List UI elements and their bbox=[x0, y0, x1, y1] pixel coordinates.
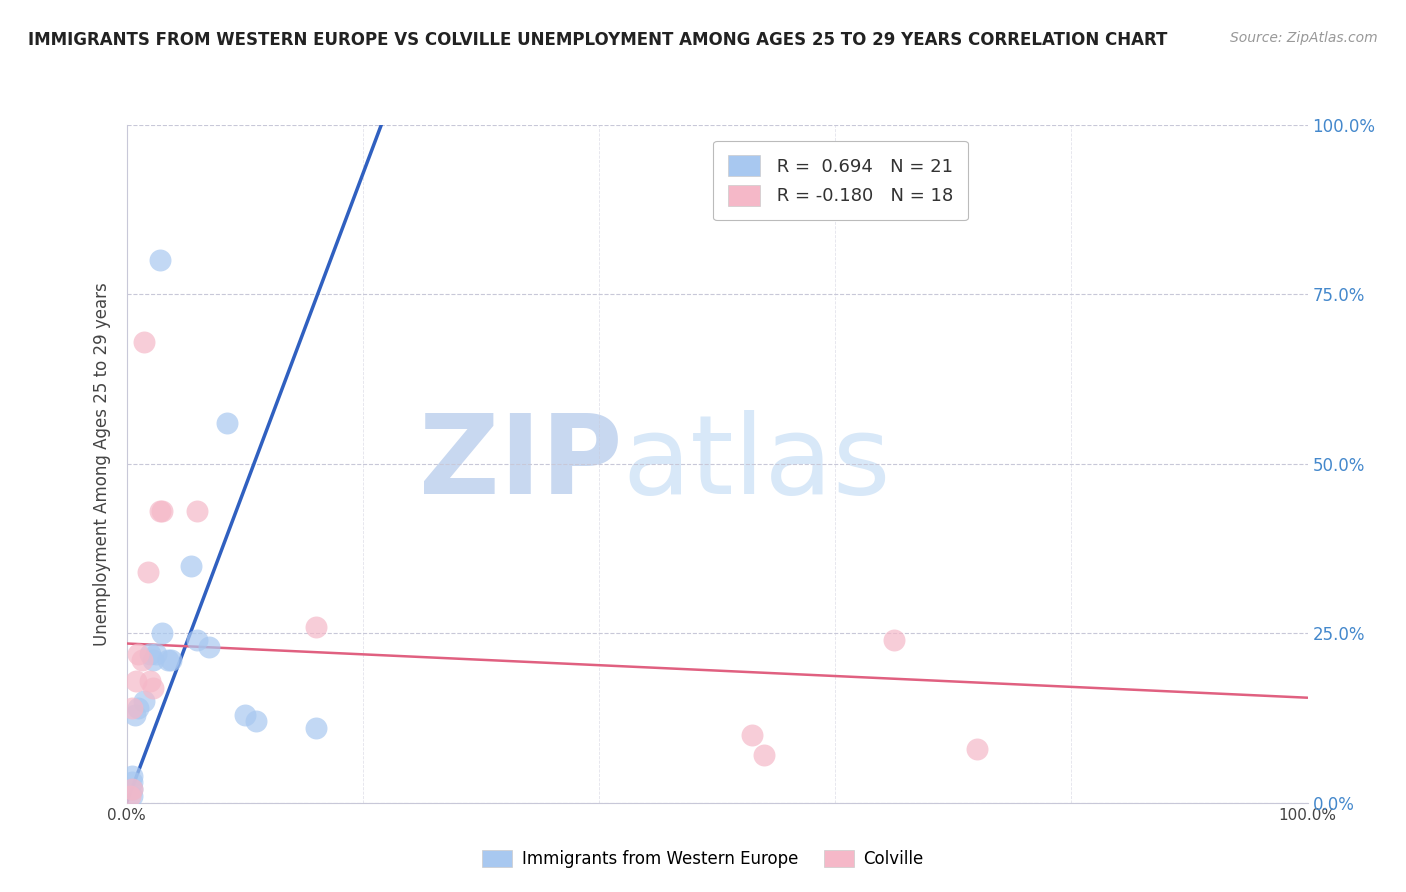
Point bbox=[741, 728, 763, 742]
Point bbox=[150, 626, 173, 640]
Point bbox=[120, 789, 142, 803]
Point bbox=[186, 504, 208, 518]
Point bbox=[121, 789, 143, 803]
Point bbox=[186, 633, 208, 648]
Point bbox=[131, 653, 153, 667]
Legend:  R =  0.694   N = 21,  R = -0.180   N = 18: R = 0.694 N = 21, R = -0.180 N = 18 bbox=[713, 141, 967, 220]
Point bbox=[215, 416, 238, 430]
Point bbox=[198, 640, 221, 654]
Point bbox=[134, 694, 156, 708]
Point bbox=[139, 647, 162, 661]
Point bbox=[124, 707, 146, 722]
Point bbox=[233, 707, 256, 722]
Point bbox=[121, 782, 143, 797]
Point bbox=[121, 769, 143, 783]
Point bbox=[127, 701, 149, 715]
Point bbox=[180, 558, 202, 573]
Text: IMMIGRANTS FROM WESTERN EUROPE VS COLVILLE UNEMPLOYMENT AMONG AGES 25 TO 29 YEAR: IMMIGRANTS FROM WESTERN EUROPE VS COLVIL… bbox=[28, 31, 1167, 49]
Point bbox=[156, 653, 179, 667]
Point bbox=[245, 714, 267, 729]
Point bbox=[141, 653, 163, 667]
Point bbox=[754, 748, 776, 763]
Point bbox=[304, 721, 326, 735]
Point bbox=[304, 619, 326, 633]
Point bbox=[145, 647, 167, 661]
Point bbox=[150, 504, 173, 518]
Point bbox=[136, 566, 159, 580]
Y-axis label: Unemployment Among Ages 25 to 29 years: Unemployment Among Ages 25 to 29 years bbox=[93, 282, 111, 646]
Point bbox=[966, 741, 988, 756]
Point bbox=[121, 701, 143, 715]
Point bbox=[141, 681, 163, 695]
Point bbox=[883, 633, 905, 648]
Point bbox=[139, 673, 162, 688]
Point bbox=[121, 775, 143, 789]
Point bbox=[160, 653, 183, 667]
Point bbox=[127, 647, 149, 661]
Point bbox=[134, 334, 156, 349]
Text: Source: ZipAtlas.com: Source: ZipAtlas.com bbox=[1230, 31, 1378, 45]
Point bbox=[121, 782, 143, 797]
Point bbox=[149, 504, 172, 518]
Text: ZIP: ZIP bbox=[419, 410, 623, 517]
Legend: Immigrants from Western Europe, Colville: Immigrants from Western Europe, Colville bbox=[475, 843, 931, 875]
Text: atlas: atlas bbox=[623, 410, 891, 517]
Point bbox=[149, 253, 172, 268]
Point bbox=[125, 673, 148, 688]
